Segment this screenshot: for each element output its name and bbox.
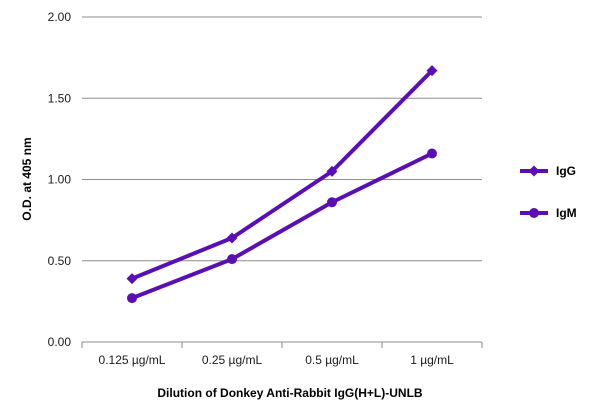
series-igg xyxy=(126,65,438,285)
legend-item-igm: IgM xyxy=(520,206,577,220)
data-point-igg xyxy=(426,65,438,77)
y-tick-labels: 0.00 0.50 1.00 1.50 2.00 xyxy=(48,10,72,349)
legend-item-igg: IgG xyxy=(520,164,576,178)
series-igm xyxy=(127,148,437,304)
data-point-igm xyxy=(327,197,337,208)
x-tick-label: 0.125 µg/mL xyxy=(99,353,166,367)
data-point-igg xyxy=(326,165,338,177)
y-tick-label: 0.50 xyxy=(48,254,72,268)
data-point-igg xyxy=(226,232,238,244)
y-tick-label: 0.00 xyxy=(48,335,72,349)
series-line-igm xyxy=(130,151,434,301)
y-tick-label: 1.50 xyxy=(48,91,72,105)
legend-label-igm: IgM xyxy=(556,206,577,220)
series-line-igg xyxy=(130,68,434,281)
gridlines xyxy=(82,16,482,343)
series-lines xyxy=(126,65,438,304)
x-tick-label: 0.5 µg/mL xyxy=(305,353,359,367)
data-point-igg xyxy=(126,273,138,285)
legend-marker-igm xyxy=(529,208,539,218)
data-point-igm xyxy=(427,148,437,159)
legend-label-igg: IgG xyxy=(556,164,576,178)
data-point-igm xyxy=(127,293,137,304)
y-axis-title: O.D. at 405 nm xyxy=(20,137,34,220)
x-tick-label: 1 µg/mL xyxy=(410,353,454,367)
data-point-igm xyxy=(227,254,237,265)
x-axis-title: Dilution of Donkey Anti-Rabbit IgG(H+L)-… xyxy=(157,386,423,400)
legend-marker-igg xyxy=(528,165,540,177)
y-tick-label: 1.00 xyxy=(48,173,72,187)
x-tick-label: 0.25 µg/mL xyxy=(202,353,263,367)
y-tick-label: 2.00 xyxy=(48,10,72,24)
legend: IgG IgM xyxy=(520,164,577,220)
x-tick-labels: 0.125 µg/mL 0.25 µg/mL 0.5 µg/mL 1 µg/mL xyxy=(81,342,483,367)
